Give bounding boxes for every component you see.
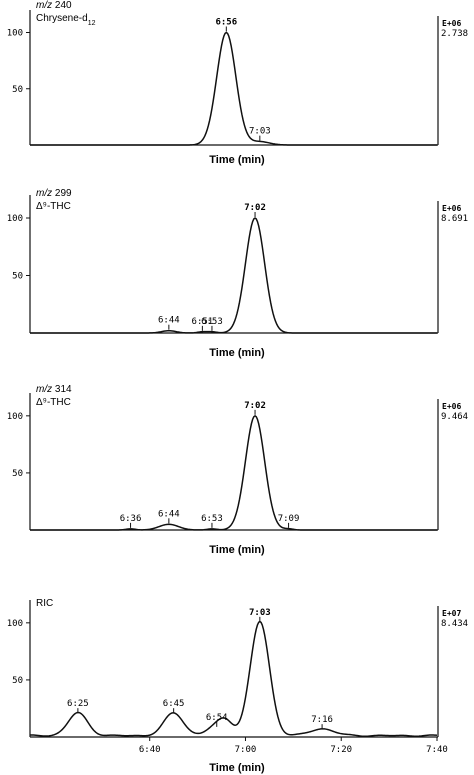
y-tick-label: 50 — [12, 469, 23, 479]
compound-name: Δ⁹-THC — [36, 201, 71, 212]
peak-label: 7:03 — [249, 127, 271, 137]
x-axis-label: Time (min) — [209, 154, 265, 166]
y-tick-label: 50 — [12, 85, 23, 95]
panel-title-mz: m/z — [36, 0, 52, 11]
chromatogram-trace — [30, 415, 437, 531]
peak-label: 6:53 — [201, 317, 223, 327]
panel-title-mz: m/z — [36, 384, 52, 395]
compound-label: Chrysene-d12 — [36, 13, 96, 27]
scale-value: 9.464 — [441, 412, 468, 422]
peak-label: 6:54 — [206, 713, 228, 723]
chromatogram-trace — [29, 620, 438, 738]
compound-name: Δ⁹-THC — [36, 397, 71, 408]
chromatogram-panel-1: 50 100 6:56 7:03 m/z 240 Chrysene-d12 E+062.73… — [7, 0, 468, 166]
peak-label: 6:51 — [192, 317, 214, 327]
chromatogram-panel-4: 50 100 6:40 7:00 7:20 7:40 6:25 6:45 6:54 7:03 7:1… — [7, 598, 468, 774]
peak-label: 6:44 — [158, 509, 180, 519]
scale-value: 2.738 — [441, 29, 468, 39]
scale-exponent: E+06 — [442, 19, 461, 28]
panel-title: RIC — [36, 598, 53, 609]
panel-title: m/z 240 — [36, 0, 72, 11]
peak-label: 7:02 — [244, 401, 266, 411]
y-tick-label: 100 — [7, 214, 23, 224]
peak-label: 7:09 — [278, 514, 300, 524]
peak-label: 6:53 — [201, 514, 223, 524]
chromatogram-panel-3: 50 100 6:36 6:44 6:53 7:02 7:09 m/z 314 Δ⁹-THC E+… — [7, 384, 468, 556]
x-axis-label: Time (min) — [209, 544, 265, 556]
scale-exponent: E+06 — [442, 204, 461, 213]
y-tick-label: 100 — [7, 619, 23, 629]
y-tick-label: 50 — [12, 676, 23, 686]
y-tick-label: 50 — [12, 272, 23, 282]
x-tick-label: 7:20 — [330, 745, 352, 755]
compound-subscript: 12 — [88, 20, 96, 27]
y-tick-label: 100 — [7, 29, 23, 39]
peak-label: 6:44 — [158, 316, 180, 326]
peak-label: 6:56 — [215, 18, 237, 28]
panel-title-ion: 314 — [52, 384, 72, 395]
x-tick-label: 7:40 — [426, 745, 448, 755]
peak-label: 6:45 — [163, 699, 185, 709]
x-axis-label: Time (min) — [209, 347, 265, 359]
panel-title: m/z 299 — [36, 188, 72, 199]
peak-label: 6:25 — [67, 699, 89, 709]
x-axis-label: Time (min) — [209, 762, 265, 774]
y-tick-label: 100 — [7, 412, 23, 422]
panel-title-ion: 299 — [52, 188, 72, 199]
compound-label: Δ⁹-THC — [36, 397, 71, 408]
scale-value: 8.691 — [441, 214, 468, 224]
panel-title: m/z 314 — [36, 384, 72, 395]
chromatogram-panel-2: 50 100 6:44 6:516:53 7:02 m/z 299 Δ⁹-THC E+068.… — [7, 188, 468, 359]
compound-name: Chrysene-d — [36, 13, 88, 24]
x-tick-label: 7:00 — [235, 745, 257, 755]
chromatogram-trace — [30, 31, 437, 146]
scale-exponent: E+06 — [442, 402, 461, 411]
chromatogram-trace — [30, 217, 437, 334]
panel-title-mz: m/z — [36, 188, 52, 199]
panel-title-ion: 240 — [52, 0, 72, 11]
compound-label: Δ⁹-THC — [36, 201, 71, 212]
peak-label: 7:03 — [249, 608, 271, 618]
peak-label: 7:16 — [311, 715, 333, 725]
scale-exponent: E+07 — [442, 609, 461, 618]
peak-label: 7:02 — [244, 203, 266, 213]
x-tick-label: 6:40 — [139, 745, 161, 755]
scale-value: 8.434 — [441, 619, 468, 629]
peak-label: 6:36 — [120, 514, 142, 524]
